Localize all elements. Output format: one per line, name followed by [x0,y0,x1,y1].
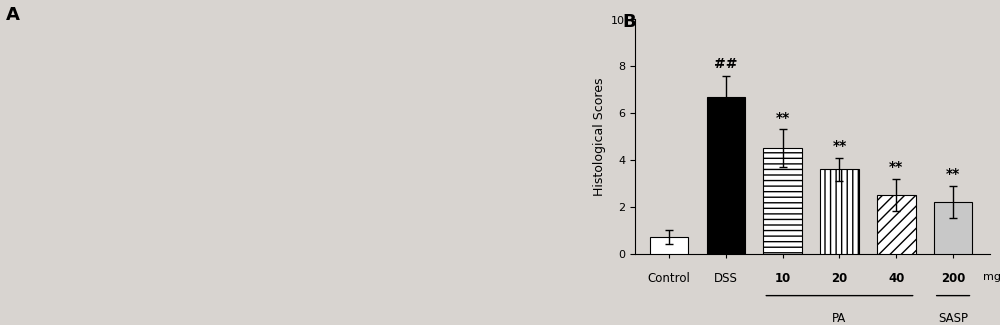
Text: Control: Control [648,272,691,285]
Text: ##: ## [714,57,738,71]
Y-axis label: Histological Scores: Histological Scores [593,77,606,196]
Text: SASP: SASP [938,312,968,325]
Text: **: ** [889,160,903,174]
Text: DSS: DSS [714,272,738,285]
Text: 200: 200 [941,272,965,285]
Text: 10: 10 [775,272,791,285]
Text: 20: 20 [831,272,848,285]
Text: mg/kg: mg/kg [983,272,1000,282]
Bar [707,97,745,254]
Text: B: B [622,13,636,31]
Bar [820,169,859,254]
Bar [650,237,688,254]
Bar [934,202,972,254]
Text: PA: PA [832,312,847,325]
Text: A: A [6,6,20,24]
Text: **: ** [776,111,790,125]
Text: **: ** [946,167,960,181]
Bar [877,195,916,254]
Bar [763,148,802,254]
Text: 40: 40 [888,272,904,285]
Text: **: ** [832,139,847,153]
